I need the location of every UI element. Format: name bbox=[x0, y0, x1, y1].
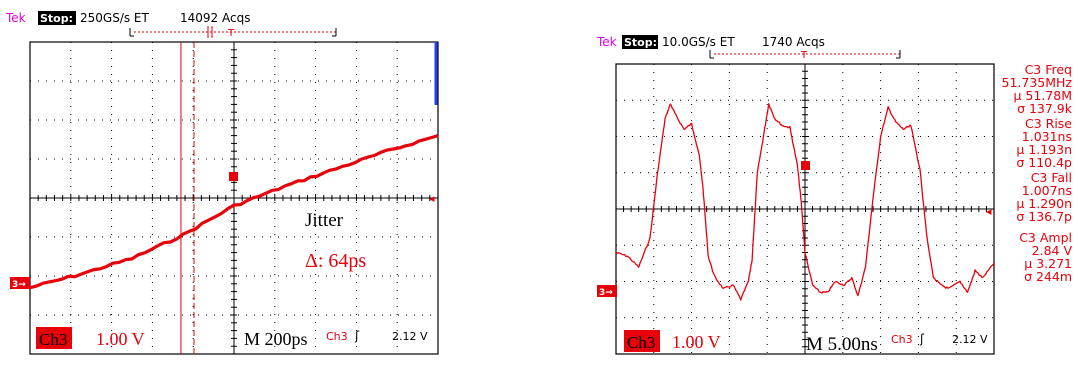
trigger-slope-icon: ʃ bbox=[354, 329, 360, 343]
measurement-mean: µ 3.271 bbox=[1024, 256, 1072, 271]
channel-label: Ch3 bbox=[627, 333, 655, 352]
volts-per-div: 1.00 V bbox=[96, 329, 145, 349]
ground-marker bbox=[10, 277, 30, 289]
stop-label: Stop: bbox=[40, 12, 73, 25]
measurement-name: C3 Rise bbox=[1025, 116, 1072, 131]
measurement-value: 1.031ns bbox=[1022, 129, 1072, 144]
record-bar: T bbox=[129, 26, 337, 39]
ground-marker-label: 3→ bbox=[12, 280, 26, 290]
sample-rate: 10.0GS/s ET bbox=[662, 35, 735, 49]
measurement-sigma: σ 136.7p bbox=[1016, 209, 1072, 224]
measurement-sigma: σ 110.4p bbox=[1016, 155, 1072, 170]
scope-right: Tek Stop: 10.0GS/s ET 1740 Acqs T 3→ ◂ C… bbox=[596, 35, 1073, 355]
record-bar: T bbox=[709, 50, 901, 61]
measurement-sigma: σ 244m bbox=[1024, 269, 1072, 284]
measurement-mean: µ 1.290n bbox=[1016, 196, 1072, 211]
stop-label: Stop: bbox=[624, 36, 657, 49]
measurement-name: C3 Fall bbox=[1031, 170, 1072, 185]
trigger-channel: Ch3 bbox=[326, 330, 348, 343]
sample-rate: 250GS/s ET bbox=[80, 11, 150, 25]
stop-badge bbox=[38, 11, 76, 25]
channel-label: Ch3 bbox=[39, 330, 67, 349]
trigger-level: 2.12 V bbox=[952, 333, 988, 346]
trigger-point-marker bbox=[229, 172, 238, 181]
trigger-level-marker: ◂ bbox=[429, 192, 435, 205]
graticule-frame bbox=[29, 41, 439, 355]
measurement-value: 51.735MHz bbox=[1002, 75, 1073, 90]
stop-badge bbox=[622, 35, 658, 49]
acq-count: 14092 Acqs bbox=[180, 11, 250, 25]
jitter-title: Jitter bbox=[305, 210, 344, 231]
measurement-name: C3 Freq bbox=[1025, 62, 1072, 77]
time-cursors bbox=[180, 42, 195, 354]
graticule-frame bbox=[615, 63, 995, 355]
waveform-trace bbox=[29, 134, 439, 290]
measurement-sigma: σ 137.9k bbox=[1017, 101, 1073, 116]
channel-badge bbox=[36, 327, 72, 349]
measurement-value: 2.84 V bbox=[1032, 243, 1073, 258]
volts-per-div: 1.00 V bbox=[672, 332, 721, 352]
trigger-channel: Ch3 bbox=[891, 333, 913, 346]
trigger-point-marker bbox=[801, 161, 810, 170]
trigger-level-marker: ◂ bbox=[986, 205, 992, 218]
waveform-trace bbox=[615, 103, 995, 301]
measurement-mean: µ 1.193n bbox=[1016, 142, 1072, 157]
trigger-slope-icon: ʃ bbox=[919, 332, 925, 346]
channel-badge bbox=[624, 330, 660, 352]
brand-label: Tek bbox=[5, 11, 26, 25]
brand-label: Tek bbox=[596, 35, 617, 49]
graticule bbox=[29, 41, 439, 355]
record-trigger-marker: T bbox=[227, 28, 235, 39]
measurement-mean: µ 51.78M bbox=[1014, 88, 1073, 103]
graticule bbox=[615, 63, 995, 355]
acq-count: 1740 Acqs bbox=[762, 35, 825, 49]
ground-marker-label: 3→ bbox=[599, 288, 613, 298]
trigger-level: 2.12 V bbox=[392, 330, 428, 343]
ground-marker bbox=[597, 285, 617, 297]
record-trigger-marker: T bbox=[800, 50, 808, 61]
timebase: M 5.00ns bbox=[806, 334, 878, 355]
scope-left: Tek Stop: 250GS/s ET 14092 Acqs T 3→ ◂ bbox=[5, 11, 439, 355]
jitter-delta: Δ: 64ps bbox=[305, 250, 366, 272]
measurement-name: C3 Ampl bbox=[1019, 230, 1072, 245]
measurement-value: 1.007ns bbox=[1022, 183, 1072, 198]
timebase: M 200ps bbox=[244, 329, 308, 349]
